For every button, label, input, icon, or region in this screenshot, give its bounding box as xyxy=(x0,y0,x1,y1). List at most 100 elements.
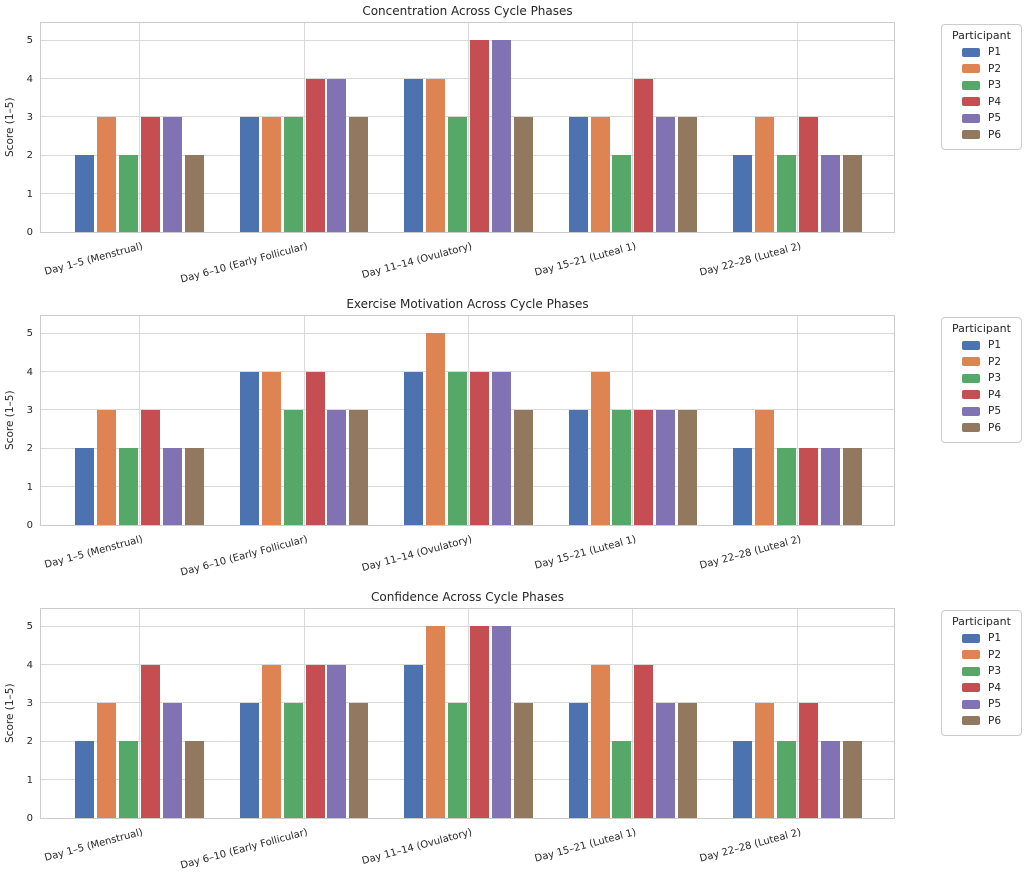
y-tick-label: 4 xyxy=(26,366,33,378)
x-tick-label: Day 1–5 (Menstrual) xyxy=(43,241,145,278)
bar-p2-cat3 xyxy=(426,333,446,525)
legend-item-p2: P2 xyxy=(952,61,1011,78)
legend-label: P6 xyxy=(988,714,1002,727)
legend-title: Participant xyxy=(952,322,1011,335)
bar-p4-cat5 xyxy=(798,702,818,818)
legend-swatch-p2-icon xyxy=(962,357,980,367)
x-tick-label: Day 22–28 (Luteal 2) xyxy=(698,827,803,865)
legend-item-p4: P4 xyxy=(952,387,1011,404)
legend-item-p2: P2 xyxy=(952,354,1011,371)
legend-rows: P1 P2 P3 P4 P5 P6 xyxy=(952,337,1011,436)
bar-p4-cat4 xyxy=(634,664,654,818)
legend-label: P4 xyxy=(988,95,1002,108)
bar-p1-cat4 xyxy=(568,116,588,232)
bar-p4-cat2 xyxy=(305,78,325,232)
gridline-horizontal xyxy=(41,702,894,704)
bar-p1-cat2 xyxy=(239,116,259,232)
y-axis-label: Score (1–5) xyxy=(4,390,16,451)
legend-label: P1 xyxy=(988,632,1002,645)
gridline-horizontal xyxy=(41,154,894,156)
y-tick-label: 2 xyxy=(26,443,33,455)
x-tick-label: Day 6–10 (Early Follicular) xyxy=(179,534,309,579)
gridline-horizontal xyxy=(41,486,894,488)
gridline-vertical xyxy=(468,23,469,232)
legend-label: P6 xyxy=(988,128,1002,141)
legend-label: P2 xyxy=(988,62,1002,75)
x-tick-label: Day 6–10 (Early Follicular) xyxy=(179,827,309,872)
legend-label: P1 xyxy=(988,46,1002,59)
bar-p6-cat4 xyxy=(678,116,698,232)
legend-label: P5 xyxy=(988,112,1002,125)
y-tick-label: 3 xyxy=(26,697,33,709)
bar-p5-cat5 xyxy=(820,155,840,232)
legend-label: P5 xyxy=(988,405,1002,418)
bar-p6-cat5 xyxy=(842,155,862,232)
y-tick-label: 3 xyxy=(26,404,33,416)
bar-p5-cat1 xyxy=(163,116,183,232)
gridline-horizontal xyxy=(41,39,894,41)
bar-p3-cat5 xyxy=(776,155,796,232)
gridline-vertical xyxy=(632,609,634,818)
bar-p5-cat4 xyxy=(656,702,676,818)
bar-p5-cat1 xyxy=(163,448,183,525)
legend-item-p3: P3 xyxy=(952,77,1011,94)
y-tick-label: 4 xyxy=(26,659,33,671)
bar-p3-cat5 xyxy=(776,741,796,818)
bar-p5-cat2 xyxy=(327,78,347,232)
bar-p1-cat2 xyxy=(239,702,259,818)
legend-item-p5: P5 xyxy=(952,403,1011,420)
bar-p2-cat5 xyxy=(754,702,774,818)
legend-swatch-p5-icon xyxy=(962,406,980,416)
bar-p4-cat3 xyxy=(469,371,489,525)
bar-p5-cat3 xyxy=(491,40,511,232)
plot-area xyxy=(40,22,895,233)
y-tick-label: 5 xyxy=(26,35,33,47)
gridline-horizontal xyxy=(41,664,894,666)
bar-p1-cat2 xyxy=(239,371,259,525)
bar-p2-cat4 xyxy=(590,116,610,232)
bar-p1-cat5 xyxy=(733,155,753,232)
gridline-vertical xyxy=(796,316,798,525)
legend-item-p1: P1 xyxy=(952,44,1011,61)
bar-p2-cat4 xyxy=(590,664,610,818)
legend-swatch-p6-icon xyxy=(962,716,980,726)
bar-p1-cat1 xyxy=(75,448,95,525)
gridline-horizontal xyxy=(41,447,894,449)
legend-swatch-p2-icon xyxy=(962,64,980,74)
bar-p2-cat2 xyxy=(261,664,281,818)
bar-p2-cat2 xyxy=(261,116,281,232)
legend-item-p1: P1 xyxy=(952,630,1011,647)
legend-title: Participant xyxy=(952,615,1011,628)
legend-item-p3: P3 xyxy=(952,370,1011,387)
bar-p4-cat1 xyxy=(141,409,161,525)
legend-item-p6: P6 xyxy=(952,127,1011,144)
y-axis-label: Score (1–5) xyxy=(4,683,16,744)
gridline-vertical xyxy=(303,316,305,525)
y-tick-label: 0 xyxy=(26,520,33,531)
gridline-horizontal xyxy=(41,193,894,195)
bar-p2-cat4 xyxy=(590,371,610,525)
y-tick-label: 2 xyxy=(26,736,33,748)
x-tick-label: Day 15–21 (Luteal 1) xyxy=(533,827,638,865)
bar-p2-cat2 xyxy=(261,371,281,525)
y-tick-label: 0 xyxy=(26,813,33,824)
legend-item-p2: P2 xyxy=(952,647,1011,664)
bar-p6-cat3 xyxy=(513,409,533,525)
gridline-vertical xyxy=(139,316,141,525)
legend-label: P3 xyxy=(988,79,1002,92)
plot-area xyxy=(40,608,895,819)
bar-p4-cat2 xyxy=(305,371,325,525)
chart-concentration: Concentration Across Cycle Phases Score … xyxy=(0,0,1024,293)
gridline-horizontal xyxy=(41,740,894,742)
bar-p6-cat3 xyxy=(513,702,533,818)
legend-swatch-p1-icon xyxy=(962,340,980,350)
bar-p6-cat5 xyxy=(842,741,862,818)
bar-p5-cat4 xyxy=(656,409,676,525)
legend-swatch-p1-icon xyxy=(962,633,980,643)
chart-confidence: Confidence Across Cycle Phases Score (1–… xyxy=(0,586,1024,879)
gridline-vertical xyxy=(632,23,634,232)
gridline-horizontal xyxy=(41,332,894,334)
legend: Participant P1 P2 P3 P4 P5 P6 xyxy=(941,24,1022,150)
bar-p6-cat2 xyxy=(349,409,369,525)
